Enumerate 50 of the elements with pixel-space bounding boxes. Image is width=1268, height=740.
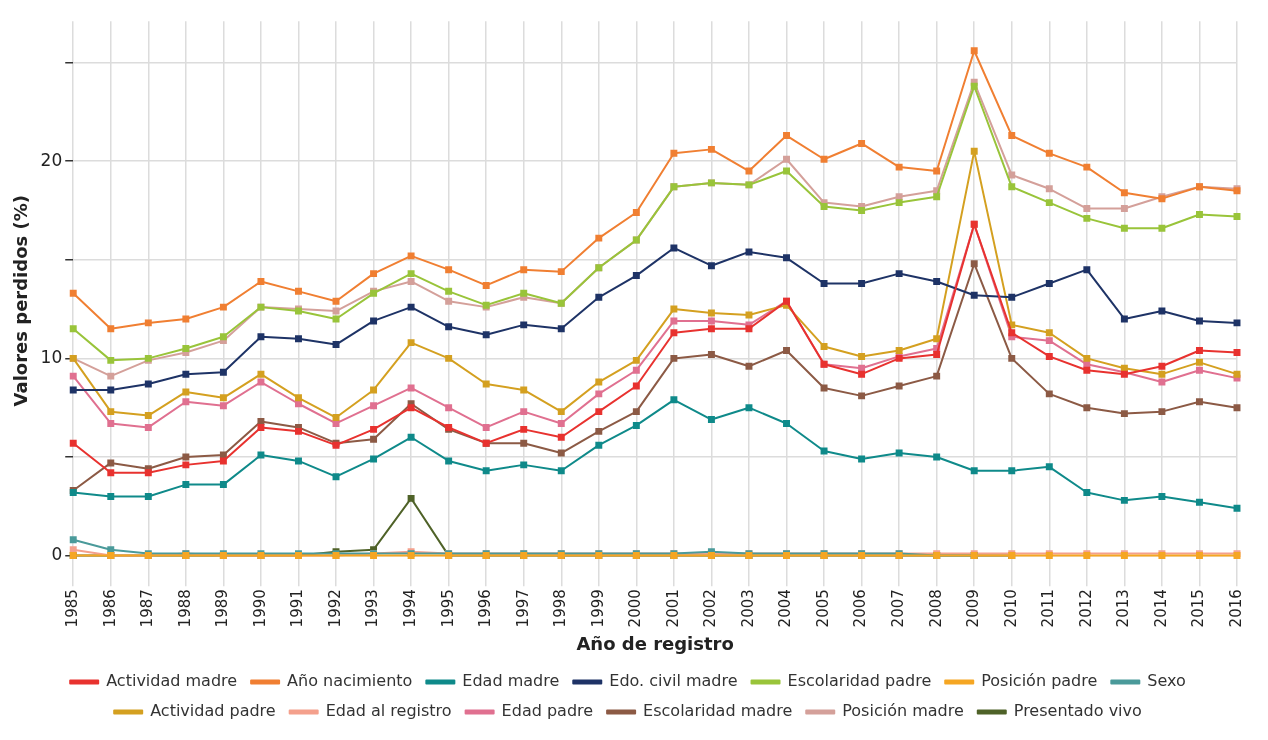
x-tick-label: 1986 [100, 589, 119, 628]
x-tick-label: 2013 [1114, 589, 1133, 628]
legend-label: Edad madre [462, 671, 560, 691]
x-tick-label: 1993 [363, 589, 382, 628]
legend-label: Edad padre [501, 701, 594, 721]
x-tick-label: 2005 [813, 589, 832, 628]
x-tick-label: 1987 [138, 589, 157, 628]
y-tick-label: 0 [51, 544, 63, 564]
x-tick-label: 1992 [325, 589, 344, 628]
legend-label: Actividad padre [150, 701, 276, 721]
x-tick-label: 1996 [476, 589, 495, 628]
x-tick-label: 2000 [626, 589, 645, 628]
x-axis-title: Año de registro [576, 632, 734, 654]
legend-label: Edad al registro [325, 701, 452, 721]
x-tick-label: 1989 [213, 589, 232, 628]
x-tick-label: 1991 [288, 589, 307, 628]
x-tick-label: 1999 [588, 589, 607, 628]
x-tick-label: 2012 [1076, 589, 1095, 628]
x-tick-label: 2010 [1001, 589, 1020, 628]
legend-label: Año nacimiento [287, 671, 413, 691]
x-tick-label: 2008 [926, 589, 945, 628]
x-tick-label: 2007 [889, 589, 908, 628]
legend-label: Sexo [1147, 671, 1186, 691]
x-tick-label: 2006 [851, 589, 870, 628]
y-axis-title: Valores perdidos (%) [10, 194, 32, 407]
legend-label: Posición madre [842, 701, 964, 721]
y-tick-label: 20 [40, 149, 63, 170]
x-tick-label: 1994 [400, 589, 419, 628]
x-tick-label: 1998 [551, 589, 570, 628]
x-tick-label: 2003 [738, 589, 757, 628]
legend-label: Posición padre [981, 671, 1098, 691]
legend-label: Actividad madre [106, 671, 238, 691]
x-tick-label: 2009 [964, 589, 983, 628]
x-tick-label: 2002 [701, 589, 720, 628]
x-tick-label: 2014 [1151, 589, 1170, 628]
x-tick-label: 2004 [776, 589, 795, 628]
legend-label: Escolaridad padre [787, 671, 932, 691]
legend-label: Escolaridad madre [643, 701, 793, 721]
x-tick-label: 1997 [513, 589, 532, 628]
x-tick-label: 2016 [1226, 589, 1245, 628]
y-tick-label: 10 [40, 346, 63, 367]
legend-label: Presentado vivo [1013, 701, 1142, 721]
x-tick-label: 1985 [63, 589, 82, 628]
x-tick-label: 2001 [663, 589, 682, 628]
x-tick-label: 1990 [250, 589, 269, 628]
x-tick-label: 1995 [438, 589, 457, 628]
x-tick-label: 2011 [1039, 589, 1058, 628]
x-tick-label: 2015 [1189, 589, 1208, 628]
x-tick-label: 1988 [175, 589, 194, 628]
legend-label: Edo. civil madre [609, 671, 738, 691]
